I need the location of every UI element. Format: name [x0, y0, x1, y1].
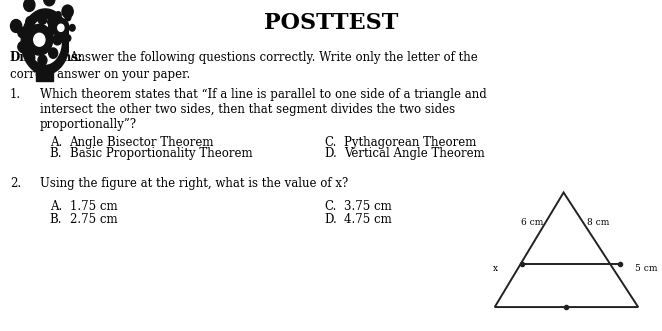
Text: Using the figure at the right, what is the value of x?: Using the figure at the right, what is t…: [40, 177, 348, 190]
Circle shape: [53, 34, 62, 45]
Circle shape: [26, 17, 35, 27]
Text: C.: C.: [324, 136, 337, 149]
Text: Angle Bisector Theorem: Angle Bisector Theorem: [70, 136, 214, 149]
Text: Vertical Angle Theorem: Vertical Angle Theorem: [344, 147, 485, 160]
Text: 4.75 cm: 4.75 cm: [344, 213, 392, 226]
Text: A.: A.: [50, 136, 62, 149]
Text: x: x: [493, 263, 498, 273]
Text: 8 cm: 8 cm: [587, 218, 609, 227]
Text: 3.75 cm: 3.75 cm: [344, 200, 392, 213]
Circle shape: [53, 18, 69, 37]
Text: 5 cm: 5 cm: [636, 263, 658, 273]
Circle shape: [38, 55, 47, 66]
Text: proportionally”?: proportionally”?: [40, 118, 137, 130]
Text: Which theorem states that “If a line is parallel to one side of a triangle and: Which theorem states that “If a line is …: [40, 88, 487, 101]
Text: D.: D.: [324, 147, 337, 160]
Text: B.: B.: [50, 147, 62, 160]
Text: B.: B.: [50, 213, 62, 226]
Circle shape: [18, 42, 27, 52]
Text: Basic Proportionality Theorem: Basic Proportionality Theorem: [70, 147, 252, 160]
Circle shape: [11, 20, 22, 32]
Circle shape: [48, 19, 54, 25]
Circle shape: [65, 14, 71, 21]
Text: A.: A.: [50, 200, 62, 213]
Circle shape: [62, 5, 73, 18]
Circle shape: [65, 35, 71, 41]
Text: 2.: 2.: [10, 177, 21, 190]
Circle shape: [44, 0, 55, 6]
Text: Directions:: Directions:: [10, 51, 83, 64]
Circle shape: [26, 24, 53, 55]
Circle shape: [49, 48, 58, 58]
Circle shape: [48, 30, 54, 37]
Text: 1.: 1.: [10, 88, 21, 101]
Circle shape: [38, 14, 47, 24]
Text: correct answer on your paper.: correct answer on your paper.: [10, 68, 190, 81]
Circle shape: [56, 37, 61, 44]
Polygon shape: [30, 20, 61, 64]
Circle shape: [26, 53, 35, 63]
Text: 1.75 cm: 1.75 cm: [70, 200, 117, 213]
Polygon shape: [21, 9, 68, 74]
FancyBboxPatch shape: [36, 70, 53, 81]
Text: 2.75 cm: 2.75 cm: [70, 213, 117, 226]
Text: 6 cm: 6 cm: [521, 218, 544, 227]
Text: POSTTEST: POSTTEST: [264, 12, 398, 33]
Circle shape: [58, 24, 64, 31]
Circle shape: [34, 33, 45, 46]
Text: C.: C.: [324, 200, 337, 213]
Text: intersect the other two sides, then that segment divides the two sides: intersect the other two sides, then that…: [40, 103, 455, 116]
Circle shape: [70, 24, 75, 31]
Circle shape: [24, 0, 35, 11]
Text: D.: D.: [324, 213, 337, 226]
Text: Pythagorean Theorem: Pythagorean Theorem: [344, 136, 477, 149]
Circle shape: [18, 27, 27, 38]
Text: Answer the following questions correctly. Write only the letter of the: Answer the following questions correctly…: [70, 51, 478, 64]
Circle shape: [49, 21, 58, 31]
Circle shape: [56, 12, 61, 18]
